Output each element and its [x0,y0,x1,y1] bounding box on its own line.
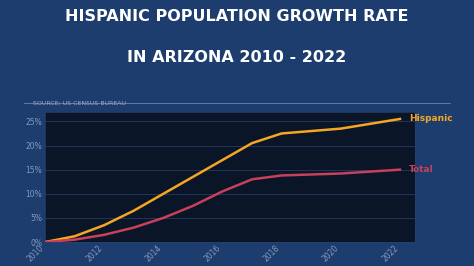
Text: Hispanic: Hispanic [409,114,453,123]
Text: Total: Total [409,165,434,174]
Text: SOURCE: US CENSUS BUREAU: SOURCE: US CENSUS BUREAU [33,101,126,106]
Text: IN ARIZONA 2010 - 2022: IN ARIZONA 2010 - 2022 [128,50,346,65]
Text: HISPANIC POPULATION GROWTH RATE: HISPANIC POPULATION GROWTH RATE [65,9,409,24]
